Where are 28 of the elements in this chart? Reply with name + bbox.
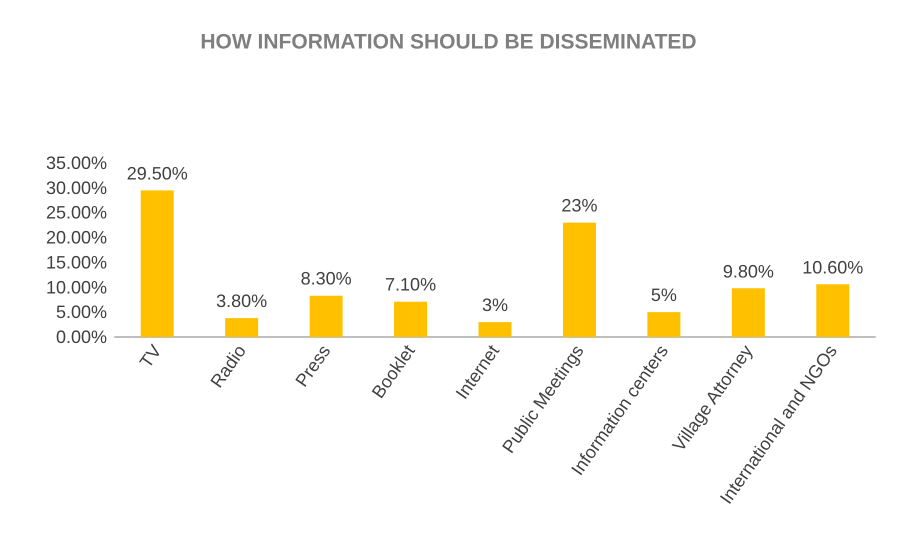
data-label: 5% [650,285,677,306]
y-tick-label: 0.00% [56,327,107,347]
bar [310,296,343,337]
data-label: 29.50% [126,163,188,184]
bar [647,312,680,337]
data-label: 7.10% [385,274,436,295]
x-tick-label: TV [136,341,166,372]
data-label: 8.30% [300,268,352,289]
y-tick-label: 35.00% [46,153,107,173]
data-label: 3% [482,295,508,316]
bar [478,322,512,337]
bar [816,284,850,337]
y-tick-label: 25.00% [46,202,107,223]
data-label: 23% [561,196,598,216]
y-tick-label: 5.00% [56,302,107,322]
y-tick-label: 30.00% [46,178,107,198]
bar [394,302,428,337]
bar [732,288,765,337]
y-tick-label: 10.00% [46,277,107,298]
bar [140,190,174,337]
chart-title: HOW INFORMATION SHOULD BE DISSEMINATED [200,30,697,54]
y-tick-label: 15.00% [46,252,107,272]
data-label: 3.80% [216,291,268,312]
data-label: 9.80% [722,261,774,282]
bar [562,222,596,337]
data-label: 10.60% [802,257,864,278]
bar [225,318,258,337]
y-tick-label: 20.00% [46,228,107,248]
